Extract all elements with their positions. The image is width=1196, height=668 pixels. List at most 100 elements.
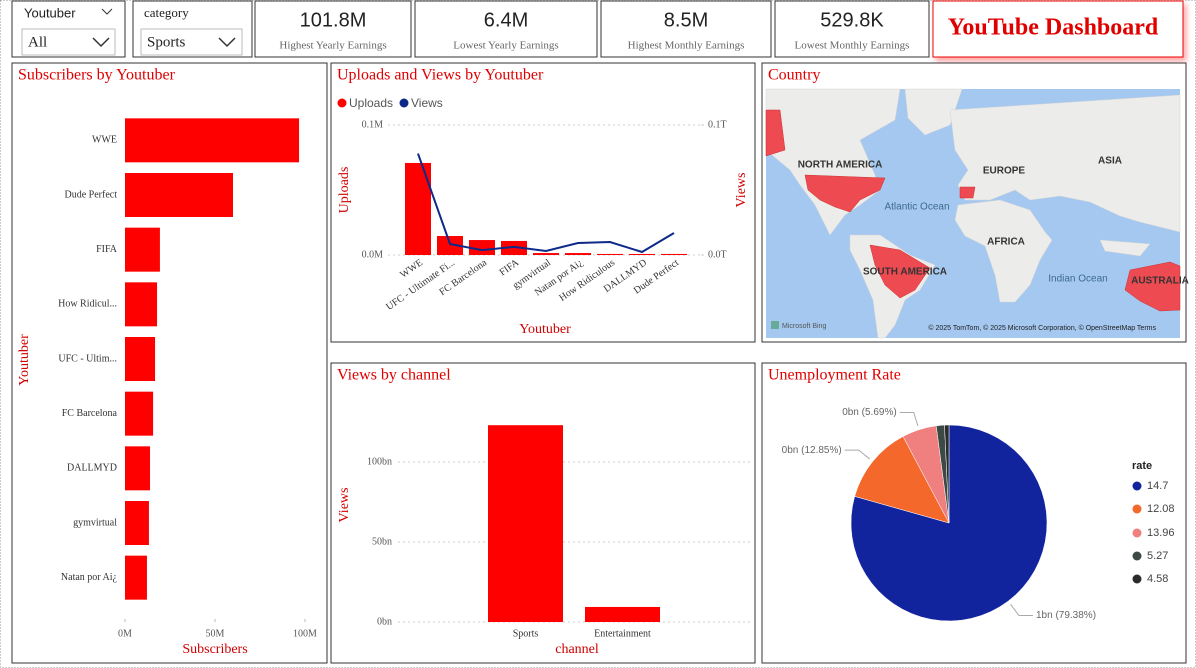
map-logo: Microsoft Bing [782, 323, 826, 330]
legend-label: 14.7 [1147, 480, 1168, 492]
kpi-value: 8.5M [664, 9, 708, 31]
y-tick-label: UFC - Ultim... [58, 353, 117, 364]
pie-slice [854, 436, 950, 524]
chart-title: Subscribers by Youtuber [18, 67, 176, 84]
bar [125, 501, 149, 545]
filter-category[interactable]: category Sports [132, 0, 253, 58]
bar [125, 446, 151, 491]
land [904, 88, 963, 136]
legend-marker [399, 98, 409, 108]
filter-youtuber[interactable]: Youtuber All [11, 0, 126, 58]
map-label: ASIA [1098, 156, 1122, 167]
bar [629, 253, 655, 255]
leader-line [899, 412, 919, 426]
map-label: AFRICA [987, 237, 1025, 248]
panel [11, 62, 328, 664]
y-tick-label: 0.0M [362, 249, 384, 260]
data-label: 0bn (12.85%) [782, 445, 842, 456]
bar [125, 282, 158, 327]
legend-label: 5.27 [1147, 550, 1168, 562]
kpi-label: Highest Monthly Earnings [628, 40, 745, 52]
chart-title: Views by channel [337, 367, 451, 384]
bar [533, 253, 559, 255]
y-tick-label: How Ridicul... [58, 299, 117, 310]
x-axis-label: Youtuber [519, 322, 571, 337]
land [949, 94, 1181, 233]
legend-marker [1132, 574, 1142, 584]
chart: Unemployment Rate 1bn (79.38%) 0bn (12.85%… [768, 367, 1175, 622]
leader-line [844, 449, 870, 460]
chevron [218, 37, 236, 48]
country-highlight [804, 174, 886, 213]
legend-marker [1132, 481, 1142, 491]
y-tick-label: WWE [92, 135, 117, 146]
legend-marker [1132, 551, 1142, 561]
kpi-card [774, 0, 930, 58]
legend-label: 4.58 [1147, 573, 1168, 585]
kpi-card [254, 0, 412, 58]
map-label: AUSTRALIA [1131, 276, 1189, 287]
chevron [101, 8, 113, 15]
bar [661, 253, 687, 255]
y-axis-label: Uploads [337, 167, 352, 214]
dropdown[interactable] [21, 28, 116, 56]
legend-marker [337, 98, 347, 108]
chart: Subscribers by Youtuber 0M 50M 100M WWE Dude … [17, 67, 317, 658]
map-label: NORTH AMERICA [798, 160, 883, 171]
y-tick-label: Natan por Ai¿ [61, 572, 117, 583]
bar [585, 606, 660, 622]
chart: Views by channel 0bn 50bn 100bn Sports Entert… [337, 367, 750, 657]
bar [125, 555, 147, 600]
land [954, 199, 1053, 303]
bar [125, 118, 300, 163]
leader-line [1010, 604, 1033, 617]
bar [125, 391, 154, 436]
kpi-label: Highest Yearly Earnings [279, 40, 386, 52]
land [1099, 239, 1151, 257]
kpi-card [414, 0, 598, 58]
filter-value: All [28, 34, 47, 50]
legend-marker [1132, 528, 1142, 538]
bar [125, 227, 160, 272]
filter-label: Youtuber [24, 5, 76, 20]
bar [469, 240, 495, 255]
filter-label: category [144, 5, 189, 20]
y-tick-label: 100bn [367, 456, 392, 467]
dashboard-title: YouTube Dashboard [948, 15, 1159, 41]
dropdown[interactable] [140, 28, 243, 56]
x-tick-label: 0M [118, 628, 132, 639]
y2-axis-label: Views [734, 173, 749, 208]
chart-title: Uploads and Views by Youtuber [337, 67, 544, 84]
bar [125, 337, 156, 381]
y-tick-label: DALLMYD [67, 463, 117, 474]
filter-value: Sports [147, 34, 186, 50]
kpi-value: 6.4M [484, 9, 528, 31]
legend-label: 13.96 [1147, 527, 1175, 539]
y-axis-label: Views [337, 488, 352, 523]
legend-label: Uploads [349, 96, 393, 110]
kpi-label: Lowest Yearly Earnings [453, 40, 558, 52]
land [765, 88, 901, 236]
panel [330, 62, 756, 343]
country-highlight [765, 109, 786, 157]
bar [501, 240, 527, 255]
y-tick-label: gymvirtual [73, 517, 117, 528]
bar [488, 425, 563, 622]
country-highlight [1124, 261, 1181, 312]
chart-title: Unemployment Rate [768, 367, 901, 384]
x-tick-label: Sports [513, 628, 539, 639]
kpi-value: 529.8K [820, 9, 884, 31]
y-tick-label: Dude Perfect [65, 189, 118, 200]
panel-title: Country [768, 67, 820, 84]
legend-label: Views [411, 96, 443, 110]
y-tick-label: 50bn [372, 536, 392, 547]
legend-label: 12.08 [1147, 503, 1175, 515]
x-axis-label: channel [555, 642, 599, 657]
bar [597, 253, 623, 255]
data-label: 1bn (79.38%) [1036, 610, 1096, 621]
map-attribution: © 2025 TomTom, © 2025 Microsoft Corporat… [928, 324, 1156, 332]
bar [565, 253, 591, 255]
